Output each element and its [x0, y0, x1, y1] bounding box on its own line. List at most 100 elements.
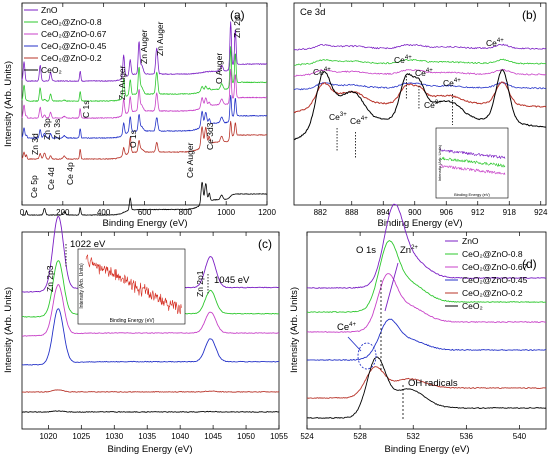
panel-b-xtick-label: 906	[440, 208, 454, 217]
panel-c-curve-ceo2	[21, 410, 280, 413]
panel-b: 882 888 894 900 906 912 918 924 Ce 3d (b) Ce4+ …	[293, 2, 548, 229]
ann-o1s: O 1s	[128, 130, 138, 148]
panel-b-curve-ceo2-zno-0-2	[293, 81, 547, 114]
ann-zn-auger-2: Zn Auger	[139, 29, 149, 64]
panel-c-ticks: 1020 1025 1030 1035 1040 1045 1050 1055	[39, 232, 288, 441]
panel-c-xlabel: Binding Energy (eV)	[107, 444, 192, 455]
d-ann-oh: OH radicals	[408, 378, 458, 389]
b-ann-ce3-2: Ce3+	[424, 100, 442, 110]
panel-a-xtick-label: 800	[179, 208, 193, 217]
ann-o-auger: O Auger	[214, 53, 224, 84]
panel-d-xtick-label: 540	[513, 432, 527, 441]
panel-a-curve-ceo2-zno-0-8	[21, 46, 268, 102]
legend-045: CeO₂@ZnO-0.45	[41, 41, 107, 51]
panel-d-label: (d)	[522, 257, 537, 271]
panel-b-xlabel: Binding Energy (eV)	[377, 218, 462, 229]
panel-d-xtick-label: 532	[407, 432, 421, 441]
d-legend-ceo2: CeO₂	[462, 301, 483, 311]
panel-a: 0 200 400 600 800 1000 1200 ZnO CeO₂@ZnO-0.8 C…	[3, 2, 276, 229]
panel-b-xtick-label: 924	[534, 208, 548, 217]
panel-a-label: (a)	[230, 8, 245, 22]
ann-ce4d: Ce 4d	[46, 167, 56, 190]
d-ce4-ellipse	[357, 342, 377, 370]
ann-zn-auger-3: Zn Auger	[155, 21, 165, 56]
panel-d-xlabel: Binding Energy (eV)	[384, 444, 469, 455]
panel-c-xtick-label: 1050	[237, 432, 255, 441]
panel-c-inset-xlabel: Binding Energy (eV)	[110, 318, 155, 324]
panel-c-ylabel: Intensity (Arb. Units)	[3, 287, 14, 373]
panel-c-inset: Binding Energy (eV) Intensity (Arb. Unit…	[77, 248, 186, 325]
panel-d-legend: ZnO CeO₂@ZnO-0.8 CeO₂@ZnO-0.67 CeO₂@ZnO-…	[445, 236, 528, 311]
panel-b-xtick-label: 888	[345, 208, 359, 217]
d-legend-08: CeO₂@ZnO-0.8	[462, 249, 523, 259]
legend-02: CeO₂@ZnO-0.2	[41, 53, 102, 63]
panel-a-ticks: 0 200 400 600 800 1000 1200	[20, 3, 276, 217]
panel-d-xtick-label: 536	[460, 432, 474, 441]
panel-c-curve-ceo2-zno-0-2	[21, 389, 280, 393]
panel-c-xtick-label: 1025	[72, 432, 90, 441]
panel-a-curve-ceo2-zno-0-2	[21, 120, 268, 160]
b-ann-ce4-5: Ce4+	[443, 78, 461, 88]
panel-b-xtick-label: 894	[377, 208, 391, 217]
panel-b-inset-curve-zno	[439, 148, 506, 159]
panel-c: 1020 1025 1030 1035 1040 1045 1050 1055 Zn 2p3 …	[3, 216, 288, 455]
ann-zn3p: Zn 3p	[42, 118, 52, 140]
panel-d-ticks: 524 528 532 536 540	[300, 232, 527, 441]
panel-d-curve-ceo2-zno-0-2	[306, 366, 547, 399]
panel-a-annotations: Zn 3d Zn 3p Zn 3s C 1s Zn Auger Zn Auger…	[29, 16, 242, 198]
b-ann-ce4-3: Ce4+	[394, 55, 412, 65]
panel-b-inset-ylabel: Intensity (Arb. Units)	[437, 144, 442, 181]
panel-d-curve-zno	[306, 203, 547, 289]
legend-08: CeO₂@ZnO-0.8	[41, 17, 102, 27]
ann-ce5p: Ce 5p	[29, 175, 39, 198]
panel-b-title: Ce 3d	[300, 7, 325, 18]
panel-d-curve-ceo2-zno-0-45	[306, 318, 547, 361]
panel-b-curves	[293, 43, 547, 141]
panel-c-xtick-label: 1035	[138, 432, 156, 441]
d-legend-zno: ZnO	[462, 236, 479, 246]
panel-c-frame	[21, 231, 280, 430]
panel-a-xtick-label: 400	[97, 208, 111, 217]
b-ann-ce4-6: Ce4+	[486, 38, 504, 48]
ann-ce3d3: Ce 3d3	[205, 122, 215, 150]
panel-b-inset-curves	[439, 148, 506, 175]
panel-a-curve-ceo2-zno-0-45	[21, 94, 268, 139]
panel-d-xtick-label: 524	[300, 432, 314, 441]
panel-b-curve-ceo2	[293, 69, 547, 141]
legend-ceo2: CeO₂	[41, 65, 62, 75]
panel-b-xtick-label: 918	[503, 208, 517, 217]
ann-zn3d: Zn 3d	[30, 133, 40, 155]
legend-zno: ZnO	[41, 5, 58, 15]
panel-c-xtick-label: 1040	[171, 432, 189, 441]
panel-b-inset-frame	[435, 127, 509, 199]
ann-ce-auger: Ce Auger	[185, 142, 195, 178]
panel-b-inset-curve-ceo2-zno-0-67	[439, 164, 506, 175]
panel-a-ylabel: Intensity (Arb. Units)	[3, 61, 14, 147]
panel-c-xtick-label: 1020	[39, 432, 57, 441]
panel-b-label: (b)	[522, 8, 537, 22]
panel-c-inset-curve	[85, 254, 182, 315]
panel-c-curves	[21, 216, 280, 413]
legend-067: CeO₂@ZnO-0.67	[41, 29, 107, 39]
panel-b-inset: Binding Energy (eV) Intensity (Arb. Unit…	[435, 127, 509, 199]
b-ann-ce4-1: Ce4+	[313, 67, 331, 77]
d-legend-067: CeO₂@ZnO-0.67	[462, 262, 528, 272]
panel-b-inset-curve-ceo2-zno-0-8	[439, 156, 506, 168]
panel-a-xtick-label: 600	[138, 208, 152, 217]
d-ann-ce4: Ce4+	[337, 322, 356, 333]
panel-c-curve-ceo2-zno-0-45	[21, 308, 280, 366]
panel-c-inset-curves	[85, 254, 182, 315]
d-legend-045: CeO₂@ZnO-0.45	[462, 275, 528, 285]
ann-ce4p: Ce 4p	[65, 162, 75, 185]
d-ce4-arrow	[347, 336, 362, 352]
panel-a-xtick-label: 0	[20, 208, 25, 217]
c-ann-1022: 1022 eV	[70, 239, 106, 250]
panel-b-curve-ceo2-zno-0-67	[293, 68, 547, 77]
panel-b-inset-xlabel: Binding Energy (eV)	[454, 192, 490, 197]
d-ann-zn: Zn2+	[400, 245, 418, 256]
panel-b-guide-lines	[336, 76, 453, 158]
panel-c-inset-ylabel: Intensity (Arb. Units)	[79, 263, 85, 309]
d-zn-arrow	[384, 262, 399, 312]
panel-b-xtick-label: 900	[408, 208, 422, 217]
